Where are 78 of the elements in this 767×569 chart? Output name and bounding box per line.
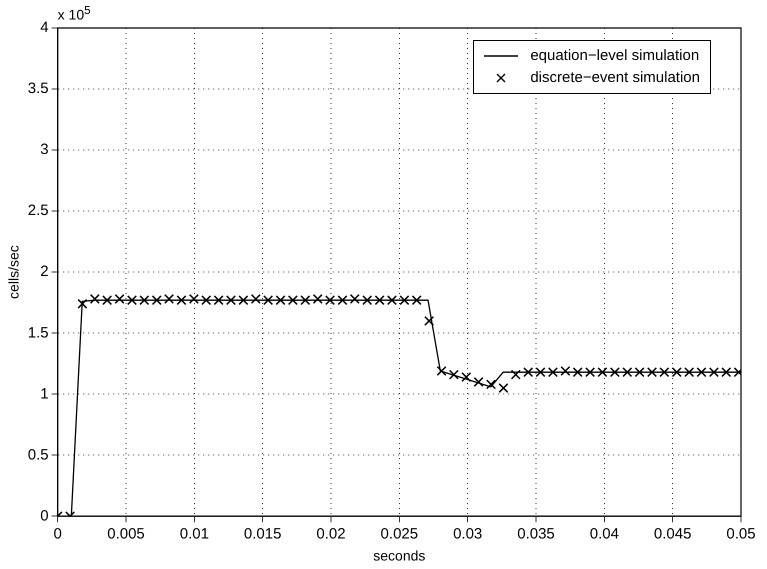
x-tick-label: 0.005	[107, 525, 145, 542]
point	[523, 367, 534, 378]
y-axis-title: cells/sec	[5, 245, 22, 299]
y-tick-label: 2	[40, 263, 49, 280]
point	[696, 367, 706, 378]
point	[597, 367, 608, 378]
point	[77, 298, 88, 309]
point	[672, 367, 682, 378]
point	[276, 295, 286, 306]
point	[139, 295, 150, 306]
point	[486, 379, 496, 390]
point	[708, 367, 719, 378]
x-axis-title: seconds	[373, 547, 426, 564]
point	[337, 295, 348, 306]
legend-label: discrete−event simulation	[530, 68, 700, 88]
point	[188, 294, 199, 304]
y-tick-label: 0	[40, 507, 49, 524]
point	[548, 367, 558, 378]
point	[634, 367, 645, 378]
x-tick-label: 0.015	[244, 525, 282, 542]
point	[610, 367, 620, 378]
point	[90, 294, 100, 304]
x-tick-label: 0.02	[316, 525, 346, 542]
point	[510, 370, 521, 380]
y-tick-label: 2.5	[28, 202, 49, 220]
x-tick-label: 0.04	[590, 525, 619, 542]
point	[263, 295, 274, 306]
y-tick-label: 3.5	[28, 80, 49, 98]
x-tick-label: 0.01	[180, 525, 209, 542]
point	[399, 295, 410, 306]
x-tick-label: 0.025	[380, 525, 418, 542]
y-tick-label: 1	[40, 385, 49, 402]
point	[214, 295, 224, 306]
point	[164, 294, 174, 304]
point	[412, 295, 422, 306]
point	[572, 367, 583, 378]
point	[127, 295, 137, 306]
point	[362, 295, 372, 306]
point	[114, 294, 125, 304]
point	[721, 367, 732, 378]
point	[474, 376, 484, 387]
x-tick-label: 0.05	[726, 525, 756, 542]
point	[350, 294, 360, 304]
x-tick-label: 0.045	[654, 525, 692, 542]
point	[659, 367, 670, 378]
y-tick-label: 4	[40, 19, 49, 36]
point	[461, 372, 472, 382]
point	[152, 295, 162, 306]
point	[585, 367, 596, 378]
point	[250, 294, 261, 304]
point	[622, 367, 632, 378]
point	[647, 367, 658, 378]
point	[386, 295, 397, 306]
point	[176, 295, 186, 306]
point	[238, 295, 248, 306]
point	[448, 370, 459, 380]
point	[374, 295, 385, 306]
x-tick-label: 0.035	[517, 525, 555, 542]
point	[684, 367, 694, 378]
x-tick-label: 0	[53, 525, 62, 542]
y-tick-label: 1.5	[28, 324, 49, 342]
x-tick-label: 0.03	[453, 525, 482, 542]
point	[300, 295, 310, 306]
point	[424, 316, 434, 326]
point	[436, 366, 447, 376]
point	[325, 295, 336, 306]
legend-label: equation−level simulation	[530, 46, 700, 66]
y-tick-label: 0.5	[28, 446, 49, 464]
point	[226, 295, 236, 306]
point	[560, 366, 570, 376]
point	[201, 295, 212, 306]
point	[312, 294, 323, 304]
text: x 10$^{5}$	[58, 4, 91, 23]
point	[288, 295, 298, 306]
point	[102, 295, 112, 306]
y-tick-label: 3	[40, 141, 49, 158]
point	[498, 383, 508, 394]
point	[536, 367, 546, 378]
